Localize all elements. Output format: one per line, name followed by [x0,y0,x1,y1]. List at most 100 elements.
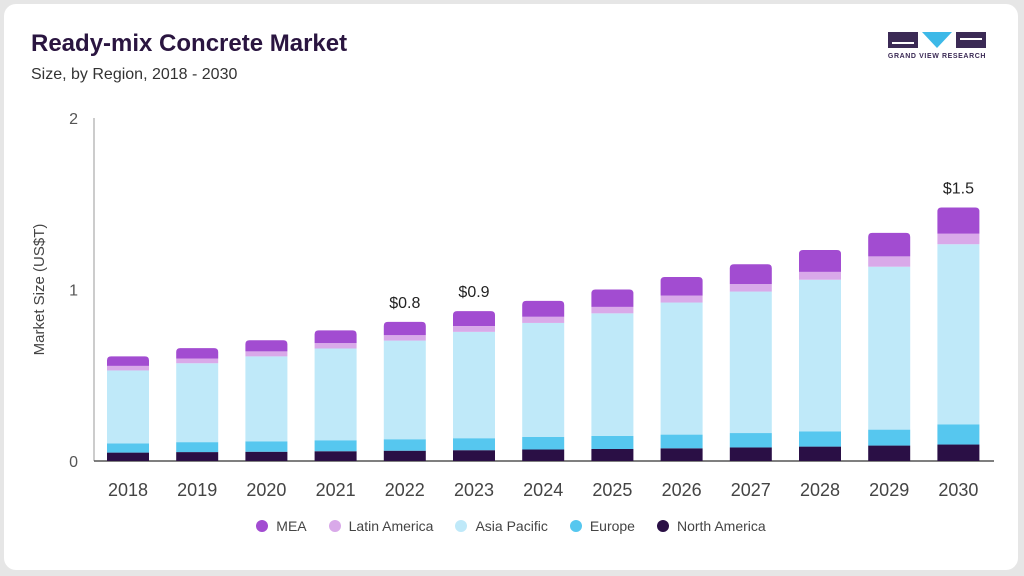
bar-segment [729,284,772,292]
bar-segment [868,256,911,267]
legend-item: North America [656,518,766,534]
bar-stack-2028 [799,250,841,461]
bar-segment [522,436,565,450]
bar-segment [383,340,426,440]
bar-segment [937,444,980,461]
bar-stack-2025 [591,289,634,461]
bar-segment [453,331,495,439]
bar-segment [453,326,495,332]
bar-segment [176,358,219,364]
bar-stack-2019 [176,348,219,461]
bar-segment [660,434,703,449]
bar-segment [107,356,149,366]
x-tick-label: 2027 [731,480,771,500]
bar-segment [591,313,634,436]
bar-segment [522,300,565,317]
y-tick-label: 2 [69,111,78,128]
legend-label: North America [676,518,766,534]
bar-segment [107,370,149,444]
legend-swatch [328,520,341,532]
bar-segment [522,449,565,461]
x-tick-label: 2018 [108,480,148,500]
chart-legend: MEA Latin America Asia Pacific Europe North … [4,518,1018,534]
bar-segment [937,233,980,245]
bar-segment [453,311,495,327]
bar-segment [799,250,841,272]
bar-segment [245,340,288,352]
bar-segment [868,445,911,461]
legend-label: Latin America [348,518,434,534]
legend-item: Asia Pacific [455,518,548,534]
bar-segment [245,356,288,442]
bar-stack-2027 [729,264,772,461]
bar-segment [314,330,357,344]
data-label: $0.8 [389,295,420,312]
bar-segment [937,424,980,445]
bar-stack-2018 [107,356,149,461]
x-tick-label: 2024 [523,480,563,500]
bar-segment [799,446,841,461]
data-label: $1.5 [943,181,974,198]
bar-segment [383,321,426,336]
bar-segment [937,207,980,234]
legend-label: MEA [276,518,307,534]
bar-segment [383,450,426,461]
bar-segment [799,431,841,447]
x-tick-label: 2030 [938,480,978,500]
bar-segment [314,348,357,441]
x-tick-label: 2029 [869,480,909,500]
x-tick-label: 2028 [800,480,840,500]
bar-segment [176,348,219,359]
bar-segment [729,447,772,461]
bar-segment [245,351,288,357]
legend-item: Latin America [328,518,434,534]
bar-stack-2026 [660,276,703,461]
bar-segment [799,271,841,280]
chart-title: Ready-mix Concrete Market [31,30,348,57]
bar-segment [453,450,495,461]
bar-stack-2022 [383,321,426,461]
bar-segment [245,451,288,461]
bar-segment [176,452,219,461]
bar-segment [245,441,288,452]
legend-label: Europe [589,518,635,534]
legend-label: Asia Pacific [475,518,548,534]
y-tick-label: 1 [69,283,78,300]
bar-segment [107,443,149,453]
legend-swatch [455,520,468,532]
bar-segment [799,279,841,432]
bar-segment [107,365,149,371]
bar-segment [176,442,219,453]
bar-segment [591,289,634,307]
bar-segment [591,448,634,461]
data-label: $0.9 [458,284,489,301]
x-tick-label: 2020 [246,480,286,500]
logo-mark-icon [888,32,986,48]
bar-segment [660,276,703,296]
bar-stack-2030 [937,207,980,461]
bar-segment [729,264,772,285]
x-tick-label: 2019 [177,480,217,500]
legend-item: MEA [256,518,307,534]
x-tick-label: 2022 [385,480,425,500]
x-tick-label: 2023 [454,480,494,500]
bar-segment [729,291,772,434]
bar-segment [591,306,634,314]
bar-segment [937,244,980,425]
y-axis-title: Market Size (US$T) [31,224,48,356]
bar-segment [107,452,149,461]
bar-segment [660,448,703,461]
bar-stack-2023 [453,311,495,461]
bar-stack-2020 [245,340,288,461]
y-tick-label: 0 [69,454,78,471]
bar-segment [453,438,495,451]
bar-segment [314,440,357,452]
bar-segment [729,433,772,448]
stacked-bar-chart: 0 1 2 Market Size (US$T) 2018 2019 2020 2021 202… [31,111,994,500]
bar-segment [591,435,634,449]
bar-segment [660,302,703,435]
legend-item: Europe [569,518,635,534]
bar-segment [868,429,911,446]
x-tick-label: 2021 [316,480,356,500]
bar-segment [314,343,357,349]
